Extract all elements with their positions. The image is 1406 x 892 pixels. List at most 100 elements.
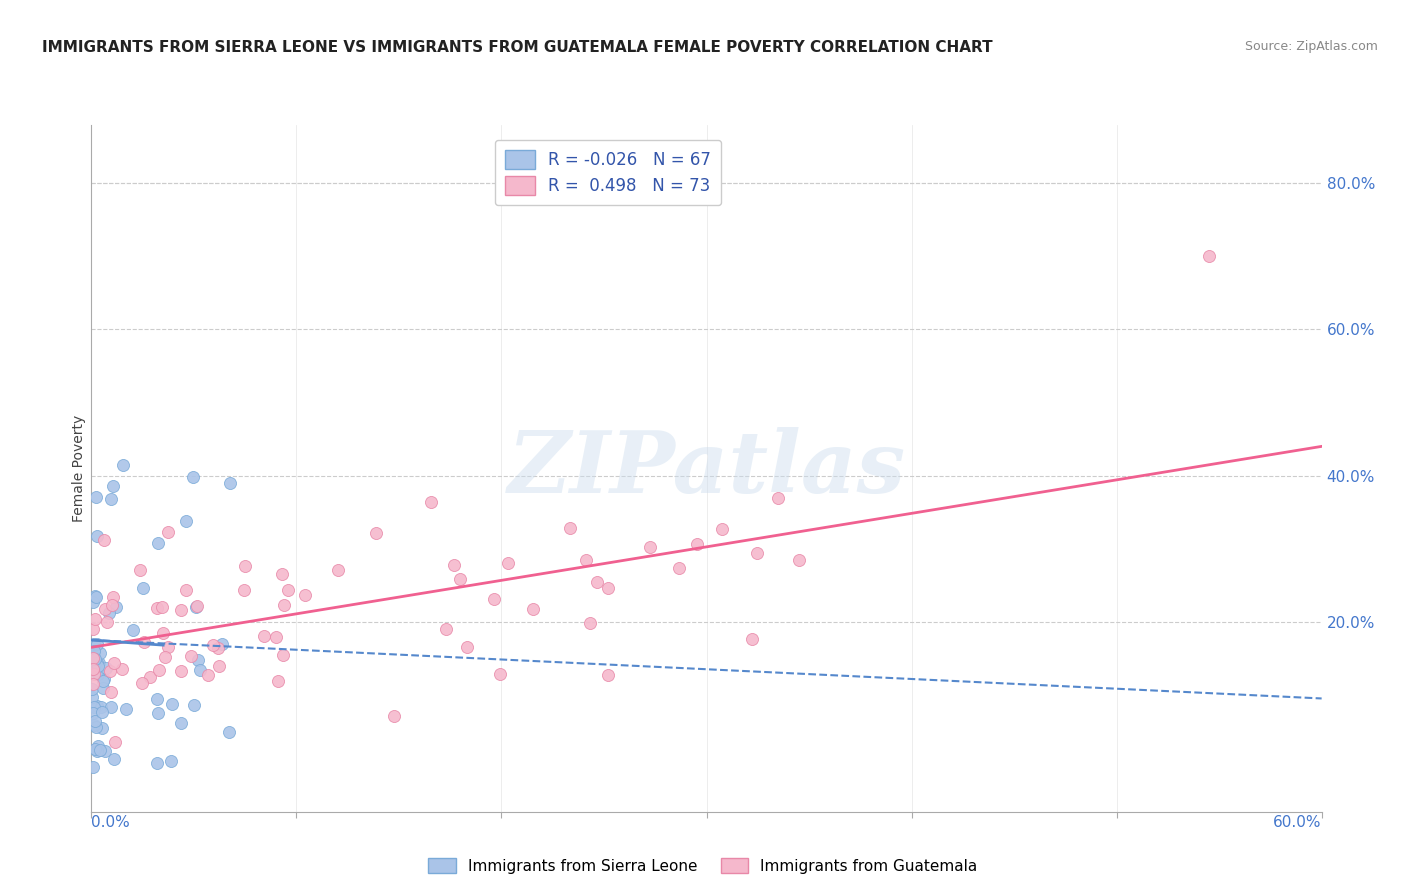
Point	[498, 556, 520, 570]
Point	[266, 673, 288, 688]
Point	[100, 700, 122, 714]
Y-axis label: Female Poverty: Female Poverty	[72, 415, 86, 522]
Point	[82, 662, 104, 676]
Point	[207, 640, 229, 655]
Point	[93, 672, 115, 686]
Point	[558, 520, 581, 534]
Point	[489, 666, 512, 681]
Point	[384, 709, 406, 723]
Point	[201, 638, 224, 652]
Point	[131, 675, 153, 690]
Point	[93, 533, 115, 548]
Point	[82, 650, 104, 665]
Point	[579, 616, 602, 631]
Point	[264, 630, 287, 644]
Point	[153, 650, 176, 665]
Point	[190, 663, 212, 677]
Point	[710, 523, 733, 537]
Point	[145, 692, 167, 706]
Point	[83, 644, 105, 658]
Point	[598, 581, 620, 595]
Point	[160, 754, 183, 768]
Point	[294, 588, 316, 602]
Point	[84, 652, 107, 666]
Point	[83, 612, 105, 626]
Point	[103, 656, 125, 670]
Point	[148, 706, 170, 720]
Point	[84, 714, 107, 728]
Point	[97, 606, 120, 620]
Point	[83, 666, 105, 681]
Point	[585, 575, 607, 590]
Text: ZIPatlas: ZIPatlas	[508, 426, 905, 510]
Point	[86, 656, 108, 670]
Point	[83, 718, 105, 732]
Point	[98, 664, 121, 678]
Point	[104, 735, 127, 749]
Point	[82, 706, 104, 721]
Point	[150, 600, 173, 615]
Point	[219, 475, 242, 490]
Point	[86, 665, 108, 679]
Point	[146, 756, 169, 770]
Point	[169, 715, 191, 730]
Point	[640, 540, 662, 554]
Point	[104, 599, 127, 614]
Point	[122, 624, 145, 638]
Text: Source: ZipAtlas.com: Source: ZipAtlas.com	[1244, 40, 1378, 54]
Point	[103, 752, 125, 766]
Point	[83, 649, 105, 664]
Text: 60.0%: 60.0%	[1274, 815, 1322, 830]
Point	[96, 615, 118, 629]
Point	[152, 625, 174, 640]
Point	[111, 662, 134, 676]
Point	[86, 637, 108, 651]
Point	[103, 479, 125, 493]
Point	[90, 705, 112, 719]
Point	[89, 743, 111, 757]
Point	[86, 656, 108, 670]
Point	[94, 601, 117, 615]
Point	[103, 590, 125, 604]
Point	[148, 663, 170, 677]
Point	[420, 495, 443, 509]
Point	[100, 492, 122, 507]
Point	[197, 668, 219, 682]
Point	[89, 646, 111, 660]
Point	[233, 582, 256, 597]
Point	[218, 724, 240, 739]
Point	[271, 648, 294, 663]
Point	[183, 698, 205, 713]
Legend: Immigrants from Sierra Leone, Immigrants from Guatemala: Immigrants from Sierra Leone, Immigrants…	[422, 852, 984, 880]
Point	[84, 658, 107, 673]
Point	[436, 622, 458, 636]
Point	[456, 640, 478, 654]
Point	[132, 581, 155, 595]
Point	[575, 553, 598, 567]
Point	[156, 524, 179, 539]
Point	[170, 664, 193, 678]
Point	[328, 563, 350, 577]
Point	[87, 656, 110, 670]
Point	[132, 634, 155, 648]
Point	[598, 667, 620, 681]
Point	[128, 563, 150, 577]
Point	[277, 582, 299, 597]
Point	[96, 661, 118, 675]
Point	[253, 629, 276, 643]
Point	[87, 739, 110, 753]
Point	[186, 653, 208, 667]
Point	[273, 598, 295, 612]
Point	[86, 698, 108, 713]
Point	[747, 546, 769, 560]
Legend: R = -0.026   N = 67, R =  0.498   N = 73: R = -0.026 N = 67, R = 0.498 N = 73	[495, 140, 721, 205]
Point	[482, 592, 505, 607]
Point	[91, 681, 114, 695]
Point	[522, 601, 544, 615]
Point	[208, 659, 231, 673]
Text: 0.0%: 0.0%	[91, 815, 131, 830]
Point	[82, 681, 104, 696]
Point	[101, 598, 124, 612]
Point	[114, 702, 136, 716]
Point	[87, 659, 110, 673]
